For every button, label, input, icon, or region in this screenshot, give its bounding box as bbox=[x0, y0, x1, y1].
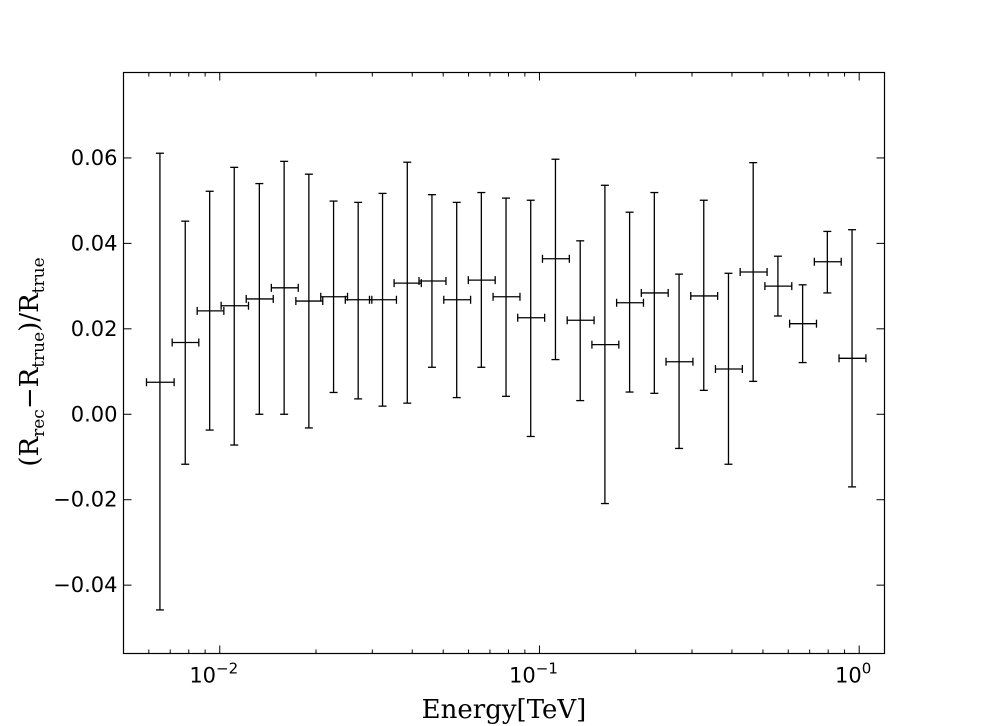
data-point bbox=[320, 200, 349, 394]
y-label-mid: )/R bbox=[15, 292, 45, 332]
x-tick-base: 10 bbox=[509, 664, 536, 688]
y-axis-label: (Rrec−Rtrue)/Rtrue bbox=[15, 257, 49, 466]
y-label-minus: −R bbox=[15, 366, 45, 409]
y-tick-label: −0.02 bbox=[53, 488, 117, 512]
data-point bbox=[739, 161, 768, 383]
y-label-sub-true-1: true bbox=[29, 332, 49, 368]
data-point bbox=[245, 182, 274, 415]
data-point bbox=[566, 240, 595, 402]
data-point bbox=[690, 199, 719, 391]
data-point bbox=[171, 220, 200, 465]
data-point bbox=[443, 201, 472, 399]
y-label-sub-rec: rec bbox=[29, 409, 49, 437]
data-point bbox=[665, 273, 694, 450]
data-point bbox=[591, 184, 620, 505]
x-tick-exponent: −1 bbox=[536, 660, 558, 678]
data-point bbox=[270, 160, 299, 415]
data-point bbox=[145, 152, 175, 611]
x-axis-ticks: 10−2 10−1 100 bbox=[123, 72, 871, 688]
y-label-open: (R bbox=[15, 435, 45, 466]
data-point bbox=[492, 197, 521, 397]
x-tick-label: 100 bbox=[835, 660, 871, 688]
data-point bbox=[517, 199, 546, 438]
data-point bbox=[368, 192, 398, 407]
data-point bbox=[788, 284, 818, 364]
data-point bbox=[838, 229, 867, 488]
data-point bbox=[813, 230, 842, 294]
data-point bbox=[640, 191, 669, 394]
x-tick-label: 10−1 bbox=[509, 660, 558, 688]
y-tick-label: 0.02 bbox=[71, 317, 118, 341]
x-axis-label: Energy[TeV] bbox=[422, 695, 587, 725]
data-point bbox=[418, 194, 447, 368]
y-tick-label: 0.06 bbox=[71, 146, 118, 170]
data-point bbox=[220, 166, 250, 446]
data-point bbox=[615, 211, 645, 393]
data-point bbox=[764, 255, 793, 317]
y-tick-label: −0.04 bbox=[53, 573, 117, 597]
y-axis-ticks: −0.04 −0.02 0.00 0.02 0.04 0.06 bbox=[53, 146, 885, 597]
data-point bbox=[196, 190, 225, 431]
plot-frame bbox=[122, 71, 886, 655]
data-point bbox=[393, 161, 422, 404]
data-point bbox=[295, 173, 324, 429]
y-tick-label: 0.00 bbox=[71, 402, 118, 426]
data-point bbox=[344, 201, 373, 400]
data-point bbox=[541, 158, 570, 361]
x-tick-base: 10 bbox=[189, 664, 216, 688]
data-point bbox=[714, 272, 744, 465]
x-tick-exponent: 0 bbox=[862, 660, 872, 678]
data-points bbox=[145, 152, 867, 611]
y-label-sub-true-2: true bbox=[29, 257, 49, 293]
data-point bbox=[467, 191, 496, 368]
x-tick-label: 10−2 bbox=[189, 660, 238, 688]
x-tick-exponent: −2 bbox=[216, 660, 238, 678]
x-tick-base: 10 bbox=[835, 664, 862, 688]
y-tick-label: 0.04 bbox=[71, 231, 118, 255]
